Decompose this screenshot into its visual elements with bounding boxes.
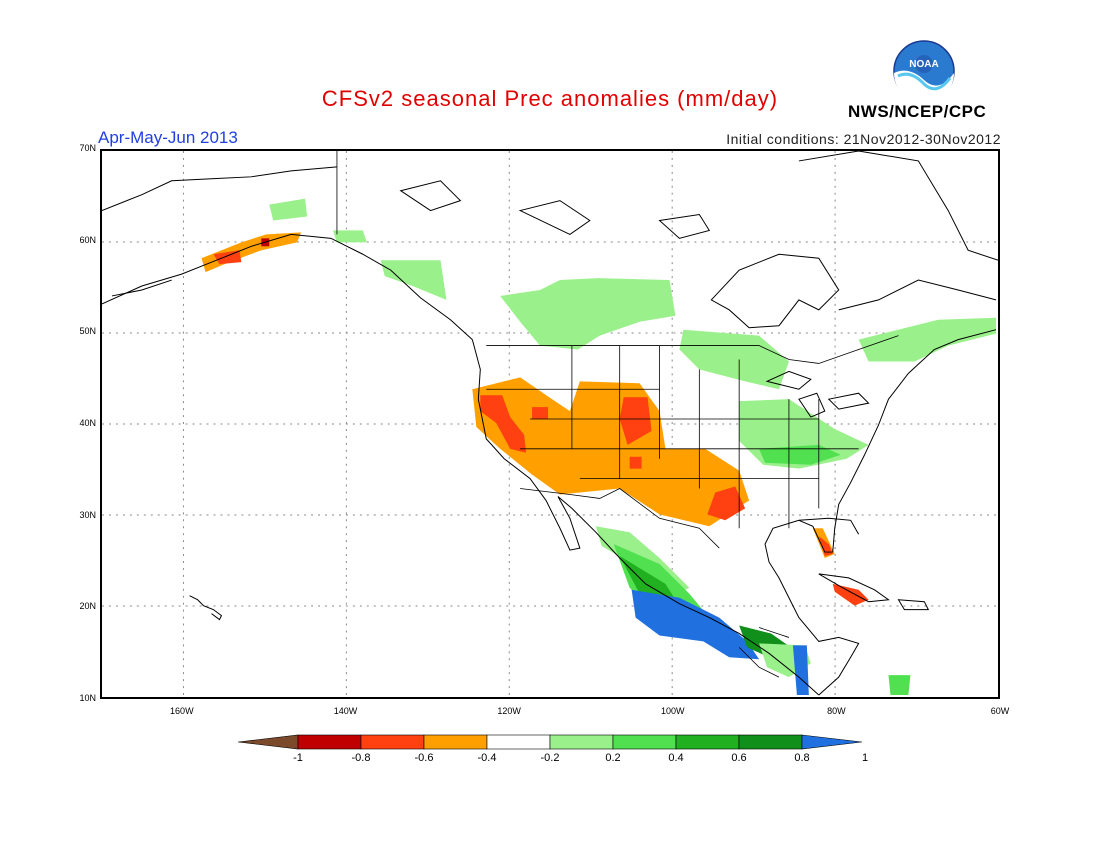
longitude-label: 80W	[827, 706, 846, 716]
coastlines	[102, 151, 998, 696]
anomaly-region	[888, 675, 911, 696]
anomaly-region	[792, 645, 809, 696]
coastline-segment	[189, 595, 223, 621]
longitude-label: 140W	[333, 706, 358, 716]
coastline-segment	[710, 253, 840, 329]
border-segment	[758, 627, 790, 638]
noaa-logo-icon: NOAA	[893, 40, 955, 102]
anomaly-region	[480, 395, 527, 453]
colorbar-label: 1	[861, 752, 869, 764]
anomaly-region	[679, 329, 789, 390]
colorbar-label: 0.8	[794, 752, 810, 764]
coastline-segment	[818, 573, 890, 603]
colorbar-segment	[801, 734, 862, 750]
coastline-segment	[399, 180, 462, 212]
colorbar-segment	[297, 734, 362, 750]
colorbar-segment	[486, 734, 551, 750]
anomaly-region	[332, 230, 367, 243]
political-borders	[336, 151, 899, 678]
latitude-label: 30N	[79, 509, 96, 520]
initial-conditions-label: Initial conditions: 21Nov2012-30Nov2012	[726, 131, 1001, 147]
coastline-segment	[518, 200, 591, 235]
colorbar-label: -0.4	[477, 752, 497, 764]
anomaly-region	[818, 536, 833, 557]
anomaly-region	[619, 397, 652, 445]
colorbar-label: -1	[293, 752, 303, 764]
anomaly-region	[858, 317, 997, 362]
coastline-segment	[764, 517, 860, 696]
latitude-label: 20N	[79, 601, 96, 612]
latitude-label: 70N	[79, 143, 96, 153]
colorbar-label: -0.6	[414, 752, 434, 764]
agency-label: NWS/NCEP/CPC	[848, 102, 987, 121]
colorbar-segment	[612, 734, 677, 750]
logo-text: NOAA	[909, 59, 938, 70]
coastline-segment	[838, 279, 997, 311]
colorbar-segment	[549, 734, 614, 750]
colorbar-segment	[238, 734, 299, 750]
colorbar-segment	[360, 734, 425, 750]
coastline-segment	[798, 329, 997, 553]
forecast-period: Apr-May-Jun 2013	[98, 128, 238, 147]
anomaly-region	[629, 456, 642, 469]
colorbar-label: 0.6	[731, 752, 747, 764]
border-segment	[520, 488, 720, 549]
precip-anomaly-field	[201, 198, 997, 696]
anomaly-region	[631, 589, 760, 660]
colorbar-segment	[675, 734, 740, 750]
coastline-segment	[102, 166, 337, 212]
coastline-segment	[798, 151, 998, 261]
border-segment	[486, 335, 899, 364]
anomaly-region	[619, 556, 676, 600]
anomaly-region	[269, 198, 308, 221]
latitude-label: 50N	[79, 326, 96, 337]
colorbar-segment	[738, 734, 803, 750]
colorbar-label: 0.4	[668, 752, 684, 764]
figure-title: CFSv2 seasonal Prec anomalies (mm/day)	[321, 86, 779, 111]
colorbar-label: 0.2	[605, 752, 621, 764]
coastline-segment	[658, 213, 711, 239]
colorbar-label: -0.2	[540, 752, 560, 764]
anomaly-region	[532, 407, 549, 420]
coastline-segment	[111, 279, 172, 297]
colorbar-segment	[423, 734, 488, 750]
coastline-segment	[471, 339, 820, 696]
longitude-label: 160W	[170, 706, 194, 716]
latitude-label: 60N	[79, 234, 96, 245]
anomaly-region	[500, 278, 676, 350]
colorbar	[238, 734, 862, 750]
anomaly-region	[201, 232, 302, 273]
anomaly-region	[759, 444, 841, 465]
anomaly-region	[380, 260, 447, 300]
coastline-segment	[102, 233, 473, 340]
anomaly-region	[613, 544, 710, 618]
border-segment	[738, 647, 780, 678]
coastline-segment	[765, 370, 812, 390]
colorbar-label: -0.8	[351, 752, 371, 764]
coastline-segment	[827, 392, 870, 410]
anomaly-region	[832, 583, 869, 606]
longitude-label: 60W	[990, 706, 1010, 716]
coastline-segment	[798, 392, 826, 418]
coastline-segment	[897, 599, 930, 611]
anomaly-map	[100, 149, 1000, 699]
anomaly-region	[213, 250, 242, 265]
anomaly-region	[472, 377, 750, 527]
anomaly-region	[707, 486, 746, 521]
latitude-label: 10N	[79, 693, 96, 703]
latitude-label: 40N	[79, 418, 96, 428]
longitude-label: 100W	[660, 706, 685, 716]
longitude-label: 120W	[497, 706, 521, 716]
